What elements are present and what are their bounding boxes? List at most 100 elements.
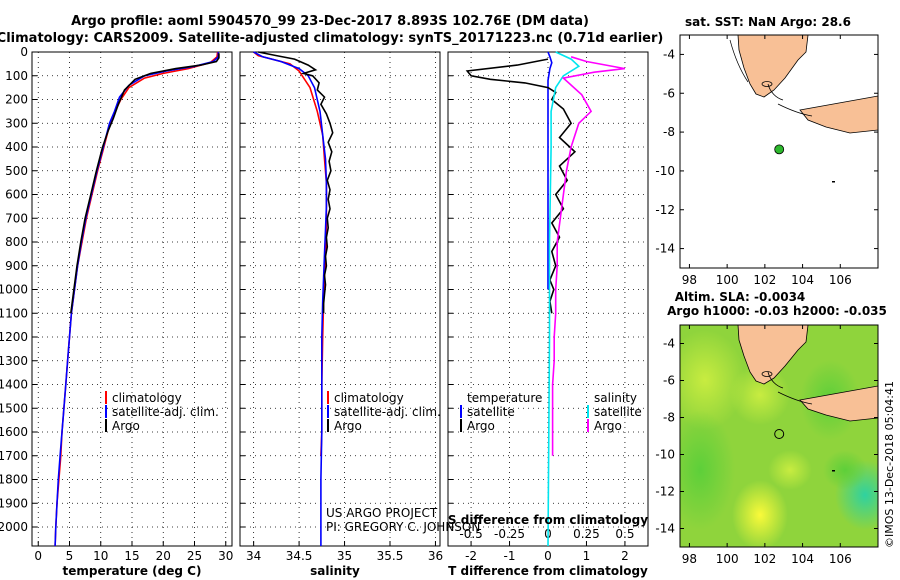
legend-t-satellite: satellite (467, 405, 515, 419)
temperature-ticks: 0 5 10 15 20 25 300100200300400500600700800900… (0, 45, 233, 563)
map-x-tick-label: 98 (682, 552, 697, 566)
y-tick-label: 1700 (0, 449, 28, 463)
difference-legend: temperature satellite Argo salinity sate… (460, 391, 642, 433)
x-tick-label: 0 (544, 549, 552, 563)
map-y-tick-label: -6 (663, 86, 675, 100)
y-tick-label: 1000 (0, 283, 28, 297)
imos-watermark: ©IMOS 13-Dec-2018 05:04:41 (883, 381, 896, 548)
map-y-tick-label: -14 (655, 522, 675, 536)
legend-s-satellite: satellite (594, 405, 642, 419)
s-tick-label: -0.25 (494, 527, 525, 541)
map-y-tick-label: -12 (655, 203, 675, 217)
salinity-legend: climatology satellite-adj. clim. Argo (327, 391, 441, 433)
series-line-argo (258, 51, 334, 314)
x-tick-label: 10 (93, 549, 108, 563)
legend-t-argo: Argo (467, 419, 495, 433)
map-y-tick-label: -12 (655, 485, 675, 499)
sla-map-ticks: 98 100 102 104 106 -4 -6 -8 -10 -12 -14 (655, 325, 878, 566)
y-tick-label: 1400 (0, 378, 28, 392)
legend-climatology: climatology (334, 391, 404, 405)
series-line-s-satellite-scaled (547, 51, 581, 547)
x-tick-label: 1 (583, 549, 591, 563)
salinity-axes: 34 34.5 35 35.5 36 salinity (239, 51, 443, 578)
s-tick-label: 0.5 (615, 527, 634, 541)
y-tick-label: 800 (5, 235, 28, 249)
y-tick-label: 1800 (0, 473, 28, 487)
legend-satellite-adj: satellite-adj. clim. (112, 405, 219, 419)
y-tick-label: 600 (5, 188, 28, 202)
difference-xlabel-top: S difference from climatology (448, 513, 648, 527)
temperature-xlabel: temperature (deg C) (63, 564, 202, 578)
salinity-plot (253, 51, 334, 546)
x-tick-label: 34 (246, 549, 261, 563)
salinity-grid (240, 51, 440, 546)
y-tick-label: 1200 (0, 330, 28, 344)
series-line-t-argo (465, 58, 577, 314)
temperature-grid (32, 51, 232, 546)
x-tick-label: 35 (337, 549, 352, 563)
salinity-xlabel: salinity (310, 564, 360, 578)
y-tick-label: 900 (5, 259, 28, 273)
x-tick-label: -2 (465, 549, 477, 563)
legend-temperature-title: temperature (467, 391, 542, 405)
map-x-tick-label: 102 (753, 552, 776, 566)
salinity-ticks: 34 34.5 35 35.5 36 (240, 51, 443, 563)
map-y-tick-label: -4 (663, 337, 675, 351)
figure-title-line2: Climatology: CARS2009. Satellite-adjuste… (0, 31, 663, 46)
x-tick-label: 30 (218, 549, 233, 563)
map-y-tick-label: -8 (663, 411, 675, 425)
series-line-s-argo-scaled (551, 56, 626, 456)
map-y-tick-label: -14 (655, 242, 675, 256)
sla-map-subtitle: Argo h1000: -0.03 h2000: -0.035 (667, 304, 887, 318)
series-line-climatology (54, 51, 219, 547)
x-tick-label: -1 (504, 549, 516, 563)
sst-map-ticks: 98 100 102 104 106 -4 -6 -8 -10 -12 -14 (655, 35, 878, 287)
y-tick-label: 1500 (0, 401, 28, 415)
map-y-tick-label: -4 (663, 47, 675, 61)
series-line-climatology (253, 51, 328, 456)
map-y-tick-label: -10 (655, 448, 675, 462)
y-tick-label: 1300 (0, 354, 28, 368)
legend-s-argo: Argo (594, 419, 622, 433)
x-tick-label: 2 (621, 549, 629, 563)
map-y-tick-label: -6 (663, 374, 675, 388)
series-line-argo (70, 53, 220, 314)
x-tick-label: 36 (428, 549, 443, 563)
y-tick-label: 700 (5, 211, 28, 225)
x-tick-label: 34.5 (286, 549, 313, 563)
difference-axes: -2 -1 0 1 2-0.5 -0.25 0 0.25 0.5 T difference fr… (447, 51, 649, 578)
s-tick-label: -0.5 (459, 527, 482, 541)
series-line-satellite-adj-clim- (253, 51, 328, 546)
x-tick-label: 20 (156, 549, 171, 563)
argo-float-marker (774, 144, 785, 155)
map-x-tick-label: 104 (791, 273, 814, 287)
x-tick-label: 15 (124, 549, 139, 563)
y-tick-label: 200 (5, 93, 28, 107)
x-tick-label: 35.5 (377, 549, 404, 563)
map-x-tick-label: 104 (791, 552, 814, 566)
temperature-legend: climatology satellite-adj. clim. Argo (105, 391, 219, 433)
x-tick-label: 5 (66, 549, 74, 563)
credit-pi: PI: GREGORY C. JOHNSON (326, 520, 480, 534)
map-x-tick-label: 98 (682, 273, 697, 287)
x-tick-label: 0 (34, 549, 42, 563)
temperature-plot (54, 51, 220, 547)
series-line-satellite-adj-clim- (54, 52, 220, 547)
y-tick-label: 0 (20, 45, 28, 59)
argo-float-marker (774, 429, 785, 439)
figure-title-line1: Argo profile: aoml 5904570_99 23-Dec-201… (71, 14, 589, 29)
y-tick-label: 1600 (0, 425, 28, 439)
map-x-tick-label: 106 (829, 552, 852, 566)
legend-satellite-adj: satellite-adj. clim. (334, 405, 441, 419)
sla-map-land (737, 325, 878, 472)
difference-xlabel: T difference from climatology (448, 564, 648, 578)
s-tick-label: 0.25 (573, 527, 600, 541)
map-x-tick-label: 100 (716, 552, 739, 566)
legend-argo: Argo (334, 419, 362, 433)
map-y-tick-label: -8 (663, 125, 675, 139)
legend-argo: Argo (112, 419, 140, 433)
x-tick-label: 25 (187, 549, 202, 563)
sst-map: sat. SST: NaN Argo: 28.6 98 100 102 104 106 -… (655, 15, 879, 287)
series-line-t-satellite (547, 51, 553, 290)
